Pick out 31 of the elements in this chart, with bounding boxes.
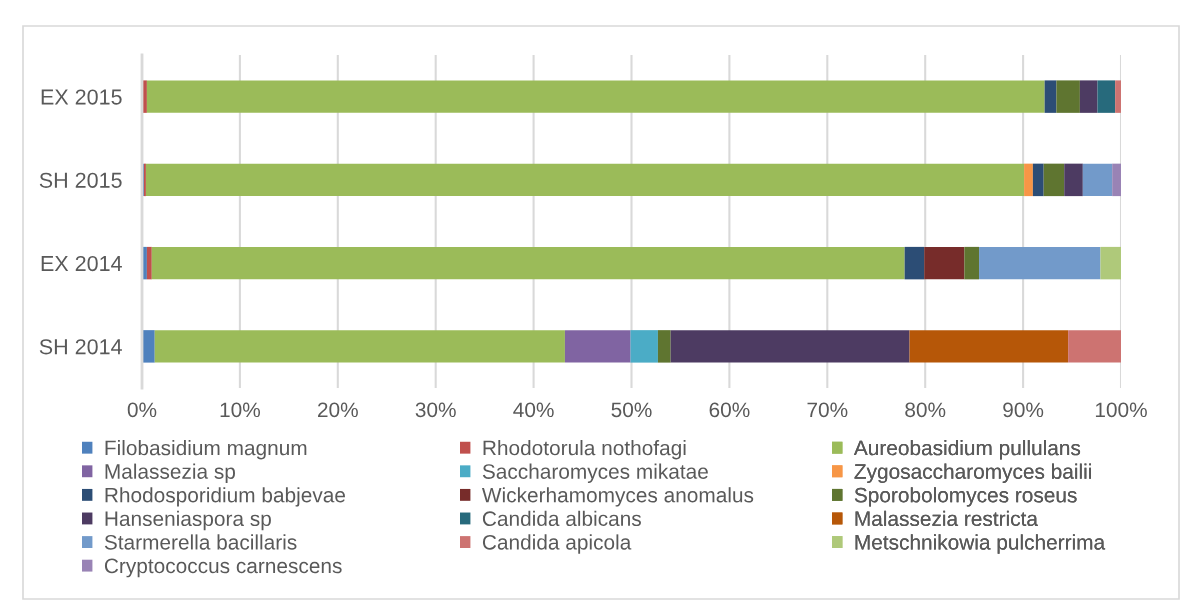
x-tick-label: 0% [127, 402, 157, 418]
legend-label: Saccharomyces mikatae [482, 463, 708, 484]
legend-label: Rhodosporidium babjevae [105, 487, 345, 507]
x-tick-label: 30% [415, 402, 456, 418]
legend-label: Candida apicola [482, 534, 632, 554]
legend-label: Wickerhamomyces anomalus [481, 487, 754, 507]
y-tick-label: EX 2015 [41, 89, 122, 105]
x-tick-label: 60% [709, 402, 750, 418]
x-tick-label: 20% [318, 402, 358, 418]
legend-label: Zygosaccharomyces bailii [854, 463, 1091, 484]
x-tick-label: 70% [807, 402, 848, 418]
x-tick-label: 40% [513, 402, 554, 418]
legend-label: Malassezia sp [105, 463, 235, 484]
y-tick-label: EX 2014 [41, 255, 122, 272]
x-tick-label: 10% [220, 402, 261, 418]
legend-label: Filobasidium magnum [105, 440, 307, 460]
legend-label: Rhodotorula nothofagi [483, 440, 686, 460]
legend-label: Candida albicans [482, 510, 641, 527]
legend-label: Cryptococcus carnescens [104, 558, 342, 578]
y-tick-label: SH 2014 [39, 339, 122, 355]
legend-label: Malassezia restricta [855, 510, 1038, 527]
x-tick-label: 90% [1003, 402, 1044, 418]
x-tick-label: 80% [905, 402, 946, 418]
legend-label: Starmerella bacillaris [104, 534, 297, 550]
legend-label: Sporobolomyces roseus [854, 487, 1077, 507]
legend-label: Hanseniaspora sp [105, 510, 271, 531]
legend-label: Metschnikowia pulcherrima [855, 534, 1106, 554]
y-tick-label: SH 2015 [39, 172, 122, 188]
x-tick-label: 50% [611, 402, 652, 418]
legend-label: Aureobasidium pullulans [853, 440, 1081, 460]
x-tick-label: 100% [1095, 402, 1147, 418]
